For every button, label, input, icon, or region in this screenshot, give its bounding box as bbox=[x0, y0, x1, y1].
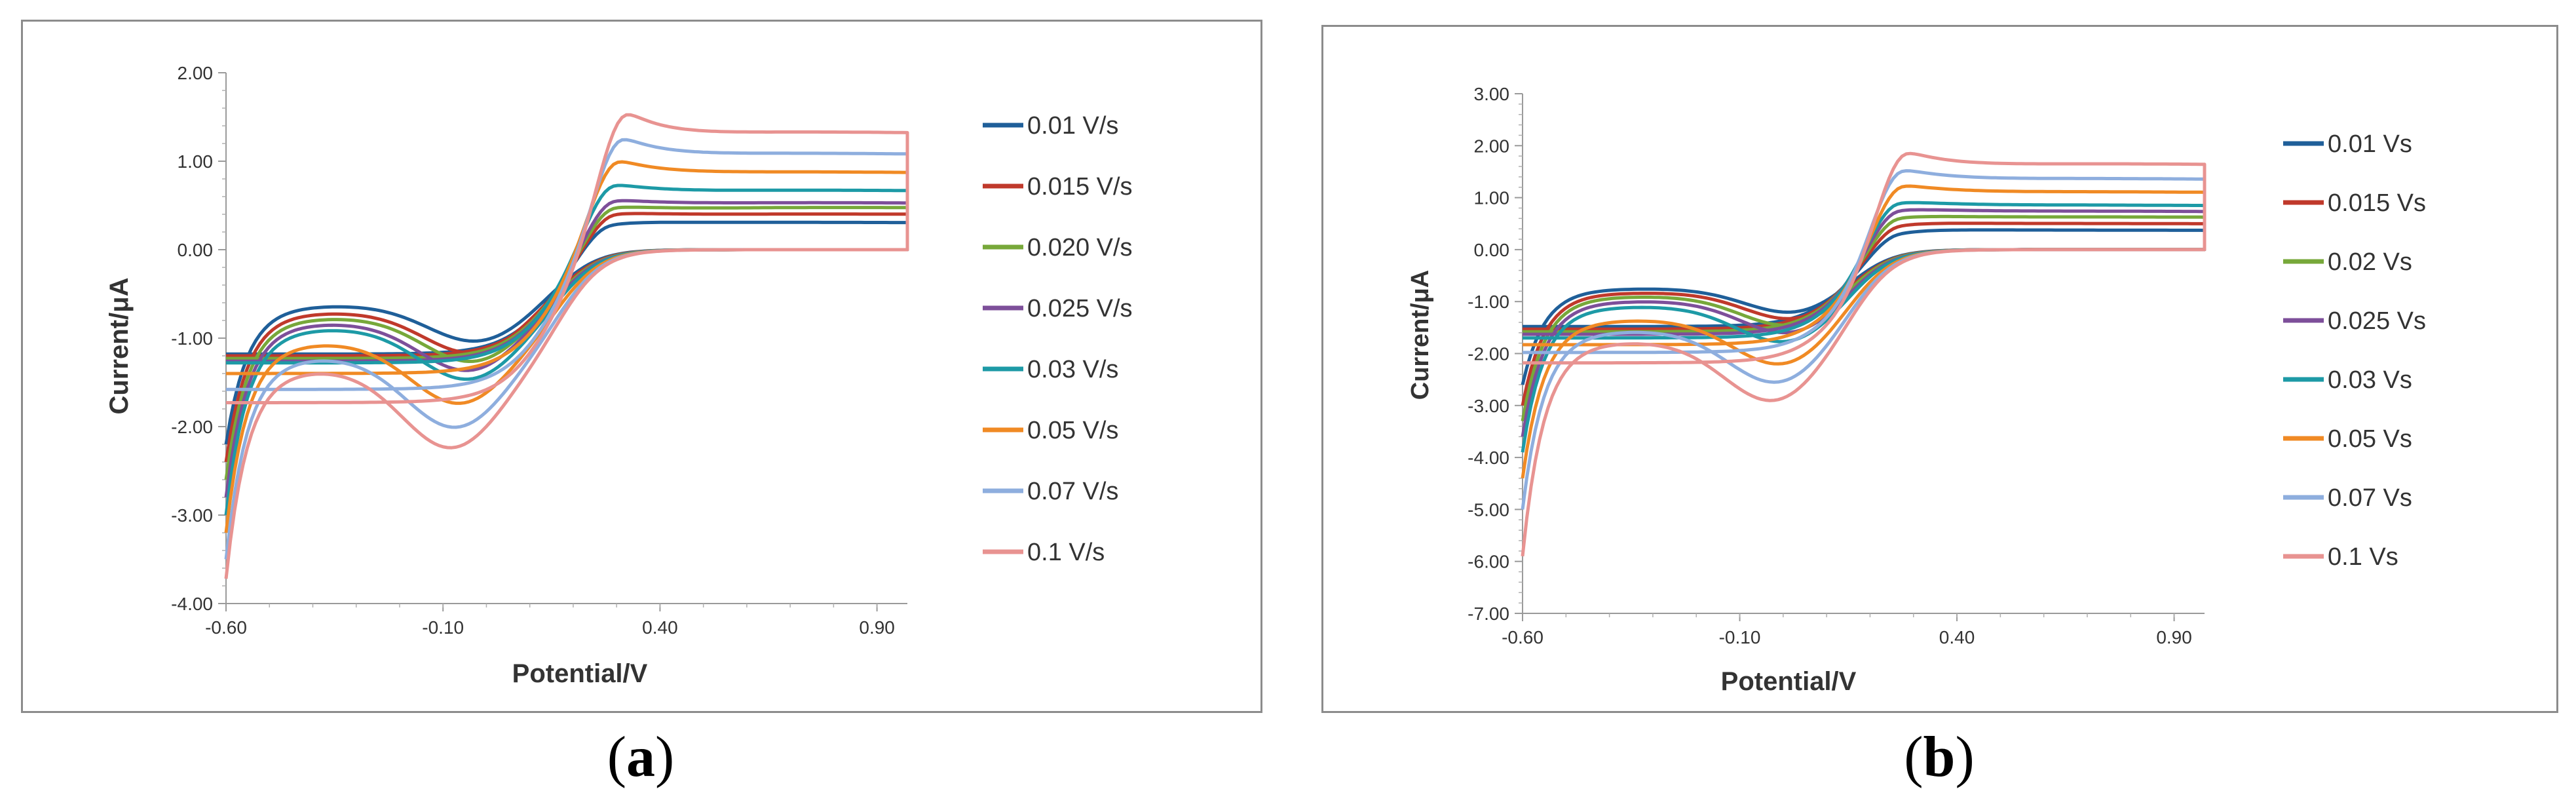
legend-label: 0.1 Vs bbox=[2328, 543, 2398, 571]
x-tick-label: -0.10 bbox=[422, 617, 464, 638]
legend-label: 0.03 Vs bbox=[2328, 366, 2412, 394]
legend-label: 0.05 Vs bbox=[2328, 425, 2412, 453]
legend-label: 0.015 V/s bbox=[1027, 173, 1133, 201]
chart-a: Current/μA Potential/V 2.00 1.00 0.00 -1.00… bbox=[105, 63, 1133, 688]
chart-b: Current/μA Potential/V 3.00 2.00 1.00 0.00 -… bbox=[1407, 84, 2426, 696]
legend-label: 0.1 V/s bbox=[1027, 539, 1105, 566]
y-tick-label: -5.00 bbox=[1468, 499, 1509, 520]
series-line bbox=[1521, 151, 2207, 557]
y-tick-label: -7.00 bbox=[1468, 604, 1509, 624]
y-tick-label: -3.00 bbox=[1468, 396, 1509, 416]
chart-panel-a: Current/μA Potential/V 2.00 1.00 0.00 -1.00… bbox=[21, 20, 1262, 713]
y-tick-label: 1.00 bbox=[178, 151, 214, 172]
legend-label: 0.03 V/s bbox=[1027, 356, 1118, 383]
x-tick-label: 0.40 bbox=[642, 617, 678, 638]
legend-label: 0.01 V/s bbox=[1027, 112, 1118, 140]
x-tick-label: 0.40 bbox=[1939, 627, 1975, 647]
y-tick-label: -4.00 bbox=[171, 594, 213, 614]
legend-label: 0.025 V/s bbox=[1027, 295, 1133, 322]
legend-label: 0.020 V/s bbox=[1027, 234, 1133, 261]
legend-label: 0.01 Vs bbox=[2328, 130, 2412, 158]
legend-label: 0.07 V/s bbox=[1027, 478, 1118, 505]
y-axis-label-a: Current/μA bbox=[105, 278, 134, 415]
series-line bbox=[224, 199, 909, 498]
legend-label: 0.025 Vs bbox=[2328, 307, 2426, 335]
caption-b: (b) bbox=[1904, 725, 1975, 789]
series-line bbox=[1521, 208, 2207, 437]
y-tick-label: 0.00 bbox=[178, 240, 214, 260]
x-tick-label: -0.10 bbox=[1719, 627, 1761, 647]
x-tick-label: -0.60 bbox=[1502, 627, 1544, 647]
y-tick-label: -1.00 bbox=[1468, 292, 1509, 312]
series-line bbox=[224, 113, 909, 579]
x-tick-label: 0.90 bbox=[859, 617, 895, 638]
x-axis-label-a: Potential/V bbox=[512, 659, 648, 688]
series-line bbox=[1521, 169, 2207, 510]
y-tick-label: -1.00 bbox=[171, 328, 213, 349]
y-tick-label: -4.00 bbox=[1468, 448, 1509, 468]
series-group bbox=[224, 113, 909, 579]
series-group bbox=[1521, 151, 2207, 557]
chart-panel-b: Current/μA Potential/V 3.00 2.00 1.00 0.00 -… bbox=[1321, 25, 2558, 713]
y-axis-label-b: Current/μA bbox=[1407, 270, 1434, 400]
series-line bbox=[224, 160, 909, 533]
x-tick-label: -0.60 bbox=[205, 617, 247, 638]
y-tick-label: 3.00 bbox=[1474, 84, 1510, 104]
legend-label: 0.02 Vs bbox=[2328, 248, 2412, 276]
series-line bbox=[224, 183, 909, 516]
y-tick-label: -2.00 bbox=[1468, 344, 1509, 364]
y-tick-label: -6.00 bbox=[1468, 552, 1509, 572]
y-tick-label: -3.00 bbox=[171, 505, 213, 526]
x-tick-label: 0.90 bbox=[2156, 627, 2192, 647]
series-line bbox=[224, 220, 909, 445]
y-tick-label: 2.00 bbox=[1474, 136, 1510, 156]
legend-label: 0.07 Vs bbox=[2328, 484, 2412, 512]
y-tick-label: 2.00 bbox=[178, 63, 214, 83]
legend-label: 0.05 V/s bbox=[1027, 417, 1118, 444]
x-axis-label-b: Potential/V bbox=[1721, 667, 1857, 696]
y-tick-label: -2.00 bbox=[171, 417, 213, 437]
y-tick-label: 0.00 bbox=[1474, 240, 1510, 260]
y-tick-label: 1.00 bbox=[1474, 188, 1510, 208]
caption-a: (a) bbox=[607, 725, 675, 789]
legend-label: 0.015 Vs bbox=[2328, 189, 2426, 217]
